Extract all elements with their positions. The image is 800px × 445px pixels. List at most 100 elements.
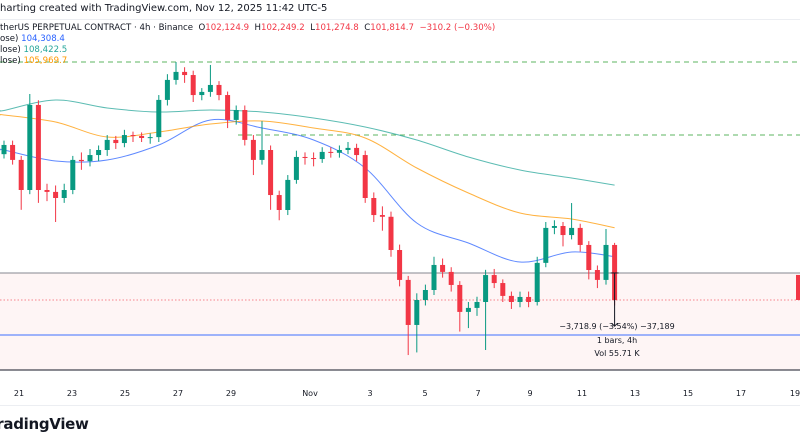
candle-body xyxy=(35,104,41,190)
ma-label: ose) xyxy=(0,34,19,44)
candle-body xyxy=(388,216,394,250)
candle-body xyxy=(560,226,566,236)
candle-body xyxy=(285,179,291,210)
candle-body xyxy=(293,156,299,180)
candle-body xyxy=(53,191,59,198)
candle-body xyxy=(362,155,368,198)
candle-body xyxy=(371,198,377,216)
ma-label: lose) xyxy=(0,56,21,66)
candle-body xyxy=(569,227,575,236)
candle-body xyxy=(534,262,540,302)
candle-body xyxy=(259,150,265,160)
measure-volume: Vol 55.71 K xyxy=(594,349,640,358)
measure-change: −3,718.9 (−3.54%) −37,189 xyxy=(559,322,675,331)
candle-body xyxy=(543,227,549,263)
shaded-zone xyxy=(0,272,800,370)
candle-body xyxy=(27,104,33,190)
candle-body xyxy=(551,226,557,228)
candle-body xyxy=(250,139,256,160)
candle-body xyxy=(104,139,110,150)
candle-body xyxy=(199,91,205,96)
ma-value: 104,308.4 xyxy=(21,34,65,44)
candle-body xyxy=(311,158,317,160)
candle-body xyxy=(242,110,248,140)
close-value: 101,814.7 xyxy=(370,23,414,33)
price-scale-label xyxy=(796,274,800,300)
candle-body xyxy=(517,296,523,302)
candle-body xyxy=(577,227,583,245)
candle-body xyxy=(190,75,196,96)
symbol-title[interactable]: therUS PERPETUAL CONTRACT · 4h · Binance xyxy=(0,23,194,33)
x-tick-label: 27 xyxy=(172,389,184,398)
x-tick-label: 11 xyxy=(576,389,588,398)
change-value: −310.2 (−0.30%) xyxy=(419,23,496,33)
candle-body xyxy=(405,279,411,325)
low-value: 101,274.8 xyxy=(315,23,359,33)
candle-body xyxy=(70,159,76,190)
candle-body xyxy=(500,283,506,296)
candle-body xyxy=(147,137,153,139)
ma-value: 105,969.7 xyxy=(23,56,68,66)
candle-body xyxy=(379,215,385,217)
candle-body xyxy=(156,99,162,138)
ma-legend-2[interactable]: lose) 108,422.5 xyxy=(0,45,67,55)
candle-body xyxy=(10,144,16,160)
candle-body xyxy=(397,250,403,280)
candle-body xyxy=(173,71,179,80)
candle-body xyxy=(457,284,463,312)
candle-body xyxy=(87,155,93,162)
candle-body xyxy=(225,95,231,120)
high-label: H xyxy=(254,23,261,33)
measure-arrow-head xyxy=(611,322,618,327)
low-label: L xyxy=(310,23,315,33)
candle-body xyxy=(414,300,420,325)
x-tick-label: 3 xyxy=(367,389,373,398)
x-tick-label: 7 xyxy=(475,389,481,398)
x-tick-label: 23 xyxy=(66,389,78,398)
candle-body xyxy=(164,79,170,100)
candle-body xyxy=(130,135,136,137)
candle-body xyxy=(448,271,454,285)
candle-body xyxy=(18,159,24,190)
candle-body xyxy=(465,307,471,312)
candle-body xyxy=(44,190,50,192)
moving-average-line xyxy=(0,114,615,229)
candle-body xyxy=(319,151,325,160)
candle-body xyxy=(526,296,532,302)
x-tick-label: Nov xyxy=(302,389,318,398)
candle-body xyxy=(594,270,600,280)
candle-body xyxy=(586,244,592,270)
x-tick-label: 21 xyxy=(13,389,25,398)
candle-body xyxy=(113,139,119,144)
x-tick-label: 13 xyxy=(629,389,641,398)
ma-legend-3[interactable]: lose) 105,969.7 xyxy=(0,56,67,66)
candle-body xyxy=(276,195,282,210)
high-value: 102,249.2 xyxy=(260,23,305,33)
candle-body xyxy=(603,244,609,280)
candle-body xyxy=(302,156,308,158)
measure-bars: 1 bars, 4h xyxy=(596,336,638,345)
candle-body xyxy=(431,264,437,290)
candle-body xyxy=(121,135,127,144)
x-tick-label: 5 xyxy=(422,389,428,398)
symbol-legend: therUS PERPETUAL CONTRACT · 4h · Binance… xyxy=(0,23,495,33)
candle-body xyxy=(1,144,7,155)
candle-body xyxy=(422,290,428,300)
candle-body xyxy=(354,147,360,156)
chart-header: harting created with TradingView.com, No… xyxy=(0,3,328,14)
candle-body xyxy=(78,159,84,162)
x-tick-label: 9 xyxy=(527,389,533,398)
ma-legend-1[interactable]: ose) 104,308.4 xyxy=(0,34,65,44)
x-tick-label: 19 xyxy=(789,389,800,398)
candle-body xyxy=(474,302,480,308)
candle-body xyxy=(233,110,239,120)
open-value: 102,124.9 xyxy=(205,23,250,33)
candle-body xyxy=(182,71,188,76)
x-tick-label: 29 xyxy=(225,389,237,398)
candle-body xyxy=(345,147,351,150)
candle-body xyxy=(207,84,213,92)
close-label: C xyxy=(364,23,371,33)
x-tick-label: 15 xyxy=(682,389,694,398)
candle-body xyxy=(508,295,514,302)
